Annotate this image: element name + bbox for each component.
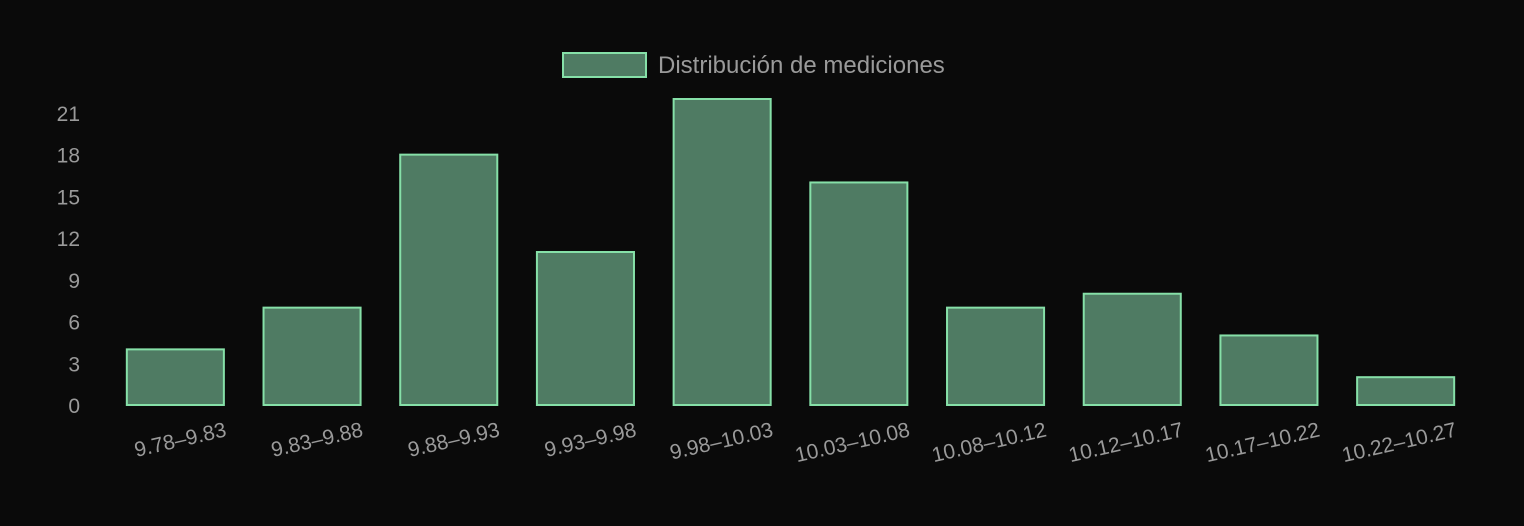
- legend[interactable]: Distribución de mediciones: [562, 52, 945, 79]
- bar[interactable]: [1082, 292, 1182, 406]
- y-tick-label: 9: [68, 270, 80, 293]
- y-tick-label: 0: [68, 395, 80, 418]
- y-tick-label: 21: [57, 103, 80, 126]
- y-tick-label: 12: [57, 228, 80, 251]
- y-tick-label: 6: [68, 312, 80, 335]
- bar[interactable]: [262, 306, 362, 406]
- bar[interactable]: [1356, 376, 1456, 407]
- y-tick-label: 3: [68, 353, 80, 376]
- y-tick-label: 18: [57, 145, 80, 168]
- bar[interactable]: [535, 251, 635, 406]
- legend-swatch[interactable]: [562, 52, 647, 78]
- bar[interactable]: [125, 348, 225, 407]
- bar[interactable]: [946, 306, 1046, 406]
- bar[interactable]: [672, 98, 772, 406]
- bars: [125, 98, 1456, 407]
- bar[interactable]: [399, 153, 499, 406]
- y-axis: 0 3 6 9 12 15 18 21: [57, 103, 80, 418]
- bar[interactable]: [809, 181, 909, 406]
- legend-label-distribucion[interactable]: Distribución de mediciones: [658, 52, 945, 79]
- bar[interactable]: [1219, 334, 1319, 407]
- y-tick-label: 15: [57, 186, 80, 209]
